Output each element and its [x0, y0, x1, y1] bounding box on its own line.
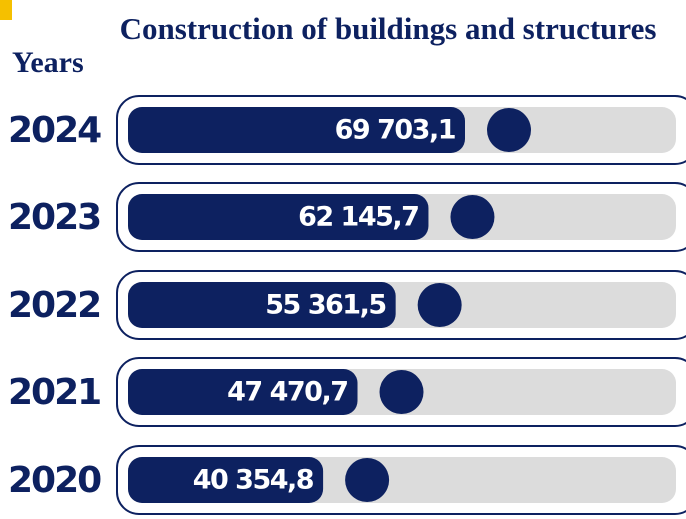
value-label: 69 703,1	[335, 115, 455, 146]
row-frame	[116, 270, 686, 340]
bar	[128, 194, 429, 240]
value-label: 40 354,8	[193, 465, 314, 496]
bar-end-dot	[345, 458, 390, 502]
category-axis-label: Years	[12, 46, 84, 79]
category-label: 2020	[8, 460, 101, 501]
row-frame	[116, 95, 686, 165]
category-label: 2024	[8, 110, 101, 151]
bar-end-dot	[487, 108, 531, 152]
bar	[128, 107, 465, 153]
value-label: 47 470,7	[227, 377, 347, 408]
accent	[0, 0, 12, 20]
category-label: 2023	[8, 197, 100, 238]
row-frame	[116, 182, 686, 252]
bar-end-dot	[450, 195, 495, 239]
chart-title: Construction of buildings and structures	[119, 11, 657, 46]
bar-end-dot	[417, 283, 462, 327]
category-label: 2022	[8, 285, 100, 326]
bar	[128, 282, 396, 328]
row-frame	[116, 445, 686, 515]
category-label: 2021	[8, 372, 100, 413]
value-label: 55 361,5	[265, 290, 385, 321]
bar	[128, 457, 324, 503]
bar	[128, 369, 358, 415]
bar-end-dot	[379, 370, 424, 414]
row-frame	[116, 357, 686, 427]
value-label: 62 145,7	[298, 202, 418, 233]
